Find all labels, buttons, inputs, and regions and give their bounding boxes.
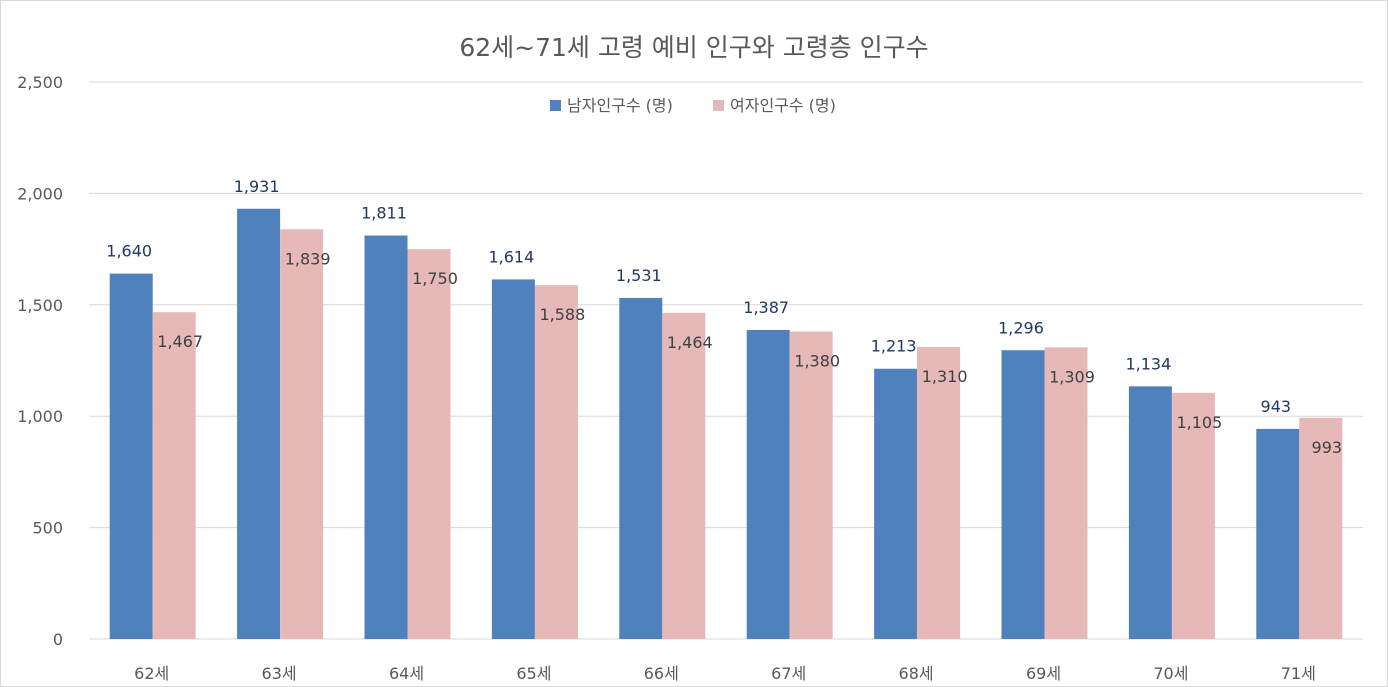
data-label-men: 1,931 <box>234 177 280 196</box>
bar-women <box>152 312 196 639</box>
data-label-men: 1,640 <box>106 242 152 261</box>
x-tick-label: 66세 <box>644 664 679 683</box>
x-tick-label: 62세 <box>134 664 169 683</box>
data-labels: 1,640 1,931 1,811 1,614 1,531 1,387 1,213 1,296… <box>106 177 1342 457</box>
bar-men <box>237 208 281 639</box>
x-tick-label: 65세 <box>516 664 551 683</box>
data-label-men: 943 <box>1261 397 1292 416</box>
data-label-men: 1,296 <box>998 318 1044 337</box>
y-tick-label: 1,000 <box>17 407 63 426</box>
legend-item-women: 여자인구수 (명) <box>713 96 836 115</box>
data-label-men: 1,387 <box>743 298 789 317</box>
x-tick-label: 70세 <box>1153 664 1188 683</box>
data-label-men: 1,134 <box>1125 354 1171 373</box>
data-label-women: 1,309 <box>1049 367 1095 386</box>
bar-women <box>1171 392 1215 639</box>
bar-men <box>746 329 790 639</box>
data-label-women: 1,750 <box>412 269 458 288</box>
y-axis-tick-labels: 0 500 1,000 1,500 2,000 2,500 <box>17 73 63 649</box>
bar-women <box>1044 347 1088 639</box>
legend-label: 남자인구수 (명) <box>567 96 673 115</box>
bar-men <box>619 297 663 639</box>
data-label-women: 1,105 <box>1176 413 1222 432</box>
data-label-men: 1,531 <box>616 266 662 285</box>
bar-women <box>789 331 833 639</box>
x-tick-label: 68세 <box>899 664 934 683</box>
legend-label: 여자인구수 (명) <box>730 96 836 115</box>
bar-women <box>534 285 578 639</box>
bar-men <box>109 273 153 639</box>
data-label-women: 1,839 <box>285 249 331 268</box>
y-tick-label: 2,500 <box>17 73 63 92</box>
x-axis-tick-labels: 62세 63세 64세 65세 66세 67세 68세 69세 70세 71세 <box>134 664 1316 683</box>
x-tick-label: 69세 <box>1026 664 1061 683</box>
x-tick-label: 64세 <box>389 664 424 683</box>
legend-item-men: 남자인구수 (명) <box>550 96 673 115</box>
chart-title: 62세~71세 고령 예비 인구와 고령층 인구수 <box>459 33 928 62</box>
data-label-women: 1,464 <box>667 333 713 352</box>
data-label-men: 1,811 <box>361 204 407 223</box>
bar-men <box>1001 350 1045 639</box>
legend-swatch <box>550 100 561 111</box>
bar-men <box>491 279 535 639</box>
bar-women <box>662 312 706 639</box>
y-tick-label: 500 <box>32 519 63 538</box>
x-tick-label: 71세 <box>1281 664 1316 683</box>
data-label-women: 993 <box>1312 438 1343 457</box>
data-label-women: 1,467 <box>157 332 203 351</box>
legend-swatch <box>713 100 724 111</box>
y-tick-label: 2,000 <box>17 184 63 203</box>
x-tick-label: 67세 <box>771 664 806 683</box>
bar-women <box>407 249 451 639</box>
x-tick-label: 63세 <box>262 664 297 683</box>
data-label-men: 1,614 <box>488 247 534 266</box>
bar-women <box>280 229 324 639</box>
bar-men <box>364 235 408 639</box>
data-label-women: 1,310 <box>922 367 968 386</box>
bar-women <box>1299 417 1343 639</box>
y-tick-label: 0 <box>53 630 63 649</box>
bar-women <box>917 347 961 639</box>
y-tick-label: 1,500 <box>17 296 63 315</box>
data-label-women: 1,588 <box>539 305 585 324</box>
bar-men <box>1256 428 1300 639</box>
bar-men <box>1128 386 1172 639</box>
data-label-men: 1,213 <box>871 337 917 356</box>
data-label-women: 1,380 <box>794 352 840 371</box>
bars <box>109 208 1343 639</box>
legend: 남자인구수 (명) 여자인구수 (명) <box>550 96 836 115</box>
bar-men <box>874 368 918 639</box>
